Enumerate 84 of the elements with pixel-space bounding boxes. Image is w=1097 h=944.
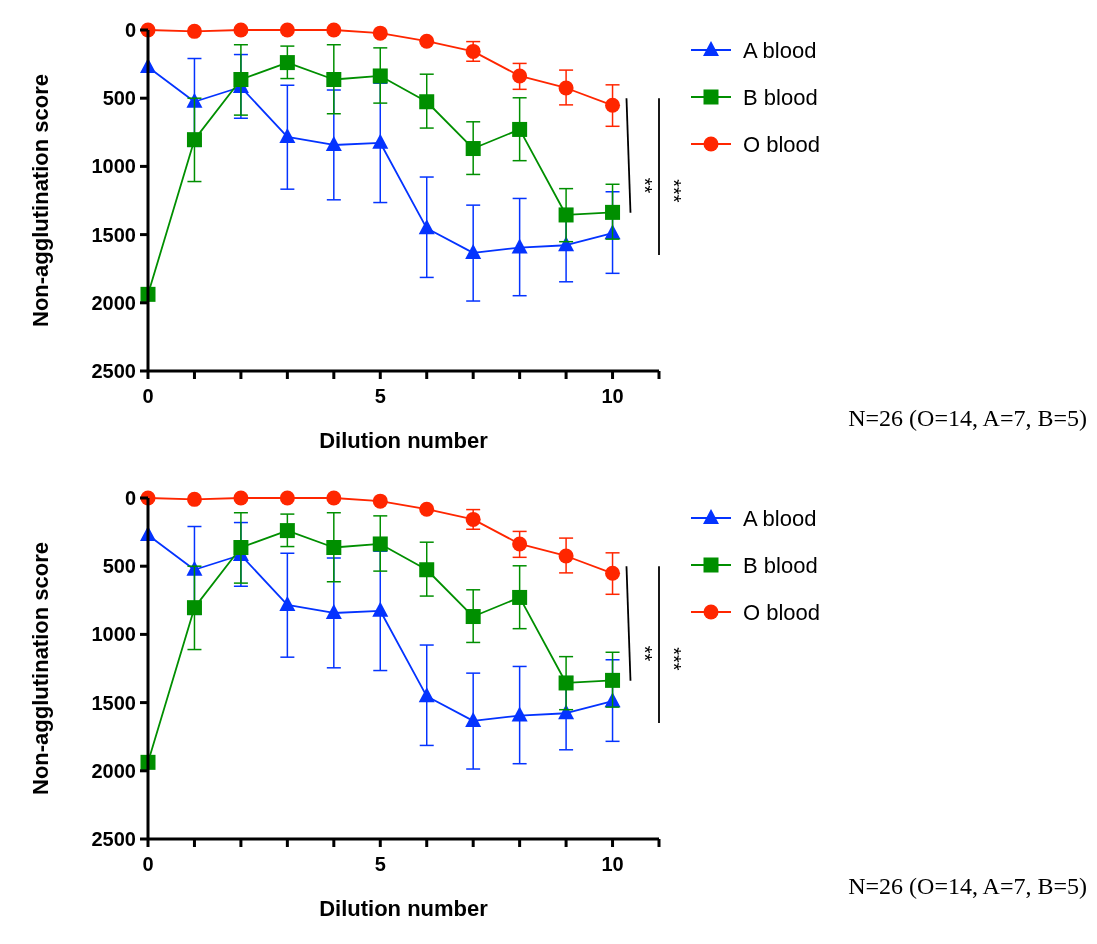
y-tick-label: 2500 (91, 360, 136, 382)
point (279, 490, 295, 506)
point (605, 672, 621, 688)
y-tick-label: 2000 (91, 759, 136, 782)
point (233, 490, 249, 506)
point (186, 600, 202, 616)
point (326, 22, 342, 38)
point (419, 562, 435, 578)
point (465, 711, 482, 727)
text: *** (663, 647, 685, 671)
point (558, 207, 574, 223)
legend-label: A blood (743, 37, 817, 63)
y-tick-label: 1500 (91, 223, 136, 246)
point (465, 141, 481, 157)
point (233, 72, 249, 88)
point (372, 68, 388, 84)
annotation: ** (634, 645, 657, 662)
point (186, 132, 202, 148)
point (279, 127, 296, 143)
point (465, 243, 482, 259)
point (186, 23, 202, 39)
legend-label: B blood (743, 552, 818, 578)
text: N=26 (O=14, A=7, B=5) (848, 405, 1087, 431)
point (558, 675, 574, 691)
legend-label: O blood (743, 131, 821, 157)
point (372, 133, 389, 149)
y-tick-label: 500 (102, 555, 136, 578)
point (419, 94, 435, 110)
point (279, 22, 295, 38)
y-tick-label: 2500 (91, 828, 136, 850)
y-tick-label: 1000 (91, 155, 136, 178)
point (512, 536, 528, 552)
y-tick-label: 0 (124, 19, 136, 41)
point (418, 687, 435, 703)
y-axis-title: Non-agglutination score (28, 542, 53, 795)
x-tick-label: 10 (601, 853, 624, 875)
point (233, 22, 249, 38)
point (326, 540, 342, 556)
y-tick-label: 0 (124, 487, 136, 509)
y-axis-title: Non-agglutination score (28, 74, 53, 327)
x-axis-title: Dilution number (319, 896, 489, 921)
point (279, 55, 295, 71)
legend-label: O blood (743, 599, 821, 625)
y-tick-label: 2000 (91, 291, 136, 314)
point (512, 121, 528, 137)
point (233, 540, 249, 556)
x-tick-label: 0 (142, 385, 154, 407)
point (325, 603, 342, 619)
point (512, 68, 528, 84)
x-tick-label: 0 (142, 853, 154, 875)
point (465, 609, 481, 625)
point (419, 33, 435, 49)
point (605, 97, 621, 113)
point (418, 219, 435, 235)
point (372, 601, 389, 617)
point (372, 536, 388, 552)
y-tick-label: 1000 (91, 623, 136, 646)
text: N=26 (O=14, A=7, B=5) (848, 873, 1087, 899)
point (511, 706, 528, 722)
x-tick-label: 5 (374, 853, 386, 875)
point (511, 238, 528, 254)
x-tick-label: 10 (601, 385, 624, 407)
point (279, 523, 295, 539)
point (326, 72, 342, 88)
annotation: ** (634, 177, 657, 194)
legend-label: B blood (743, 84, 818, 110)
point (558, 548, 574, 564)
point (419, 501, 435, 517)
y-tick-label: 500 (102, 87, 136, 110)
x-tick-label: 5 (374, 385, 386, 407)
text: *** (663, 179, 685, 203)
point (372, 25, 388, 41)
x-axis-title: Dilution number (319, 428, 489, 453)
point (605, 565, 621, 581)
y-tick-label: 1500 (91, 691, 136, 714)
point (325, 135, 342, 151)
point (512, 589, 528, 605)
point (326, 490, 342, 506)
point (186, 491, 202, 507)
point (279, 595, 296, 611)
point (558, 80, 574, 96)
legend-label: A blood (743, 505, 817, 531)
point (372, 493, 388, 509)
point (605, 204, 621, 220)
